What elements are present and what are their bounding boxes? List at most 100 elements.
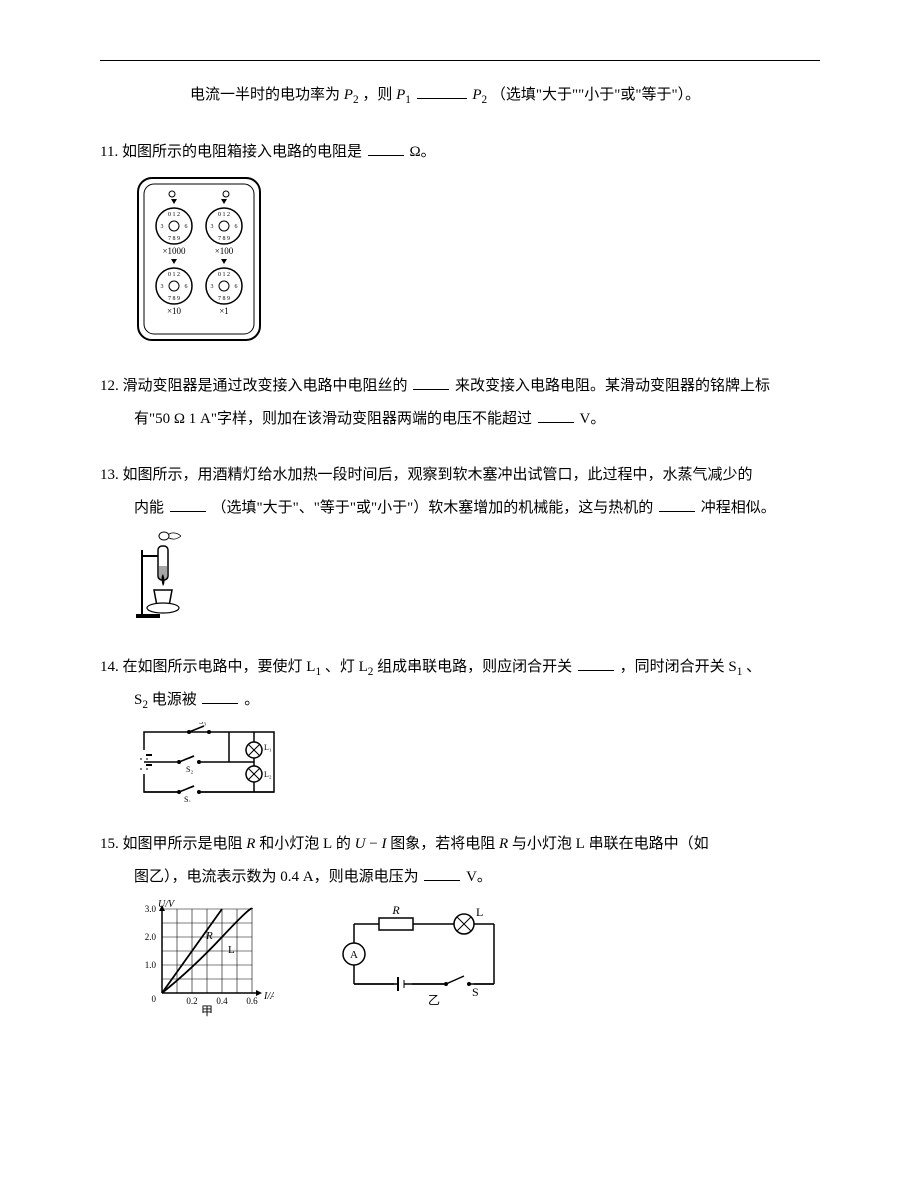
q12-2b: V。 [579, 411, 605, 427]
blank-q13-1[interactable] [170, 497, 206, 512]
q13-num: 13. [100, 467, 123, 483]
sym-L2: L [359, 659, 368, 675]
question-14: 14. 在如图所示电路中，要使灯 L1 、灯 L2 组成串联电路，则应闭合开关 … [100, 653, 820, 802]
q11-num: 11. [100, 144, 122, 160]
label-l2: L₂ [264, 770, 272, 779]
mult-1: ×1 [219, 306, 229, 316]
q15-e: 与小灯泡 [512, 836, 576, 852]
sub-P1: 1 [405, 94, 411, 106]
sub-P2b: 2 [482, 94, 488, 106]
continuation-line: 电流一半时的电功率为 P2 ，则 P1 P2 （选填"大于""小于"或"等于"）… [190, 81, 820, 110]
origin: 0 [152, 994, 157, 1004]
sym-L2: L [576, 836, 585, 852]
q15-chart: R L 1.0 2.0 3.0 U/V 0.2 0.4 0.6 0 I/A 甲 [134, 899, 274, 1019]
q12-line2: 有"50 Ω 1 A"字样，则加在该滑动变阻器两端的电压不能超过 V。 [134, 405, 820, 434]
question-12: 12. 滑动变阻器是通过改变接入电路中电阻丝的 来改变接入电路电阻。某滑动变阻器… [100, 372, 820, 433]
q15-d: 图象，若将电阻 [390, 836, 499, 852]
blank-q15[interactable] [424, 866, 460, 881]
sub-P2a: 2 [353, 94, 359, 106]
blank-cont[interactable] [417, 84, 467, 99]
symbol-P2a: P [344, 87, 353, 103]
q14-b: 、灯 [325, 659, 359, 675]
q12-line1: 12. 滑动变阻器是通过改变接入电路中电阻丝的 来改变接入电路电阻。某滑动变阻器… [100, 372, 820, 401]
q12-num: 12. [100, 378, 123, 394]
blank-q14-2[interactable] [202, 689, 238, 704]
caption-yi: 乙 [428, 993, 440, 1007]
series-L: L [228, 944, 235, 956]
q13-line1: 13. 如图所示，用酒精灯给水加热一段时间后，观察到软木塞冲出试管口，此过程中，… [100, 461, 820, 490]
sym-U: U [355, 836, 366, 852]
q15-circuit: R L S A 乙 [334, 904, 514, 1014]
xlabel: I/A [263, 991, 274, 1002]
yt2: 2.0 [145, 932, 157, 942]
svg-text:6: 6 [185, 224, 188, 230]
q14-num: 14. [100, 659, 123, 675]
svg-text:0 1 2: 0 1 2 [168, 212, 180, 218]
q12-2a: 有"50 Ω 1 A"字样，则加在该滑动变阻器两端的电压不能超过 [134, 411, 532, 427]
sub-L2: 2 [368, 666, 374, 678]
q15-2b: V。 [466, 869, 492, 885]
q11-b: Ω。 [409, 144, 435, 160]
cont-prefix: 电流一半时的电功率为 [190, 87, 344, 103]
sub-S1: 1 [737, 666, 743, 678]
q15-num: 15. [100, 836, 123, 852]
xt1: 0.2 [186, 996, 197, 1006]
q14-line2: S2 电源被 。 [134, 686, 820, 715]
label-s2: S₂ [186, 765, 193, 774]
blank-q12-1[interactable] [413, 375, 449, 390]
q14-sep: 、 [746, 659, 761, 675]
label-l1: L₁ [264, 743, 272, 752]
q14-a: 在如图所示电路中，要使灯 [123, 659, 307, 675]
blank-q13-2[interactable] [659, 497, 695, 512]
cont-tail: （选填"大于""小于"或"等于"）。 [491, 87, 700, 103]
xt2: 0.4 [216, 996, 228, 1006]
q12-a: 滑动变阻器是通过改变接入电路中电阻丝的 [123, 378, 408, 394]
question-15: 15. 如图甲所示是电阻 R 和小灯泡 L 的 U − I 图象，若将电阻 R … [100, 830, 820, 1019]
symbol-P2b: P [472, 87, 481, 103]
yt1: 1.0 [145, 960, 157, 970]
q13-2b: （选填"大于"、"等于"或"小于"）软木塞增加的机械能，这与热机的 [212, 500, 654, 516]
q15-f: 串联在电路中（如 [589, 836, 709, 852]
q14-2b: 电源被 [152, 692, 197, 708]
dash: − [365, 836, 381, 852]
q11-a: 如图所示的电阻箱接入电路的电阻是 [122, 144, 362, 160]
q14-2c: 。 [244, 692, 259, 708]
yt3: 3.0 [145, 904, 157, 914]
sym-I: I [381, 836, 386, 852]
svg-text:7 8 9: 7 8 9 [168, 236, 180, 242]
sub-L1: 1 [315, 666, 321, 678]
q13-line2: 内能 （选填"大于"、"等于"或"小于"）软木塞增加的机械能，这与热机的 冲程相… [134, 494, 820, 523]
mult-100: ×100 [215, 246, 234, 256]
label-s1: S₁ [184, 795, 191, 802]
q14-line1: 14. 在如图所示电路中，要使灯 L1 、灯 L2 组成串联电路，则应闭合开关 … [100, 653, 820, 682]
q14-d: ，同时闭合开关 [620, 659, 729, 675]
xt3: 0.6 [246, 996, 258, 1006]
q13-figure [134, 530, 820, 625]
symbol-P1: P [396, 87, 405, 103]
q14-c: 组成串联电路，则应闭合开关 [377, 659, 572, 675]
q15-2a: 图乙），电流表示数为 0.4 A，则电源电压为 [134, 869, 419, 885]
series-R: R [205, 930, 213, 942]
q15-figures: R L 1.0 2.0 3.0 U/V 0.2 0.4 0.6 0 I/A 甲 [134, 899, 820, 1019]
svg-text:3: 3 [161, 224, 164, 230]
label-s3: S₃ [199, 722, 206, 726]
q15-line1: 15. 如图甲所示是电阻 R 和小灯泡 L 的 U − I 图象，若将电阻 R … [100, 830, 820, 859]
q15-c: 的 [336, 836, 355, 852]
q15-line2: 图乙），电流表示数为 0.4 A，则电源电压为 V。 [134, 863, 820, 892]
q15-a: 如图甲所示是电阻 [123, 836, 247, 852]
header-rule [100, 60, 820, 61]
q13-a: 如图所示，用酒精灯给水加热一段时间后，观察到软木塞冲出试管口，此过程中，水蒸气减… [123, 467, 753, 483]
q15-b: 和小灯泡 [259, 836, 323, 852]
q11-text: 11. 如图所示的电阻箱接入电路的电阻是 Ω。 [100, 138, 820, 167]
ylabel: U/V [158, 899, 176, 910]
blank-q11[interactable] [368, 141, 404, 156]
sub-S2: 2 [142, 699, 148, 711]
question-13: 13. 如图所示，用酒精灯给水加热一段时间后，观察到软木塞冲出试管口，此过程中，… [100, 461, 820, 625]
q13-2a: 内能 [134, 500, 164, 516]
question-11: 11. 如图所示的电阻箱接入电路的电阻是 Ω。 0 1 2 7 8 9 3 6 [100, 138, 820, 345]
blank-q12-2[interactable] [538, 408, 574, 423]
blank-q14-1[interactable] [578, 656, 614, 671]
circ-R: R [391, 904, 400, 917]
sym-L1: L [323, 836, 332, 852]
q13-2c: 冲程相似。 [701, 500, 776, 516]
